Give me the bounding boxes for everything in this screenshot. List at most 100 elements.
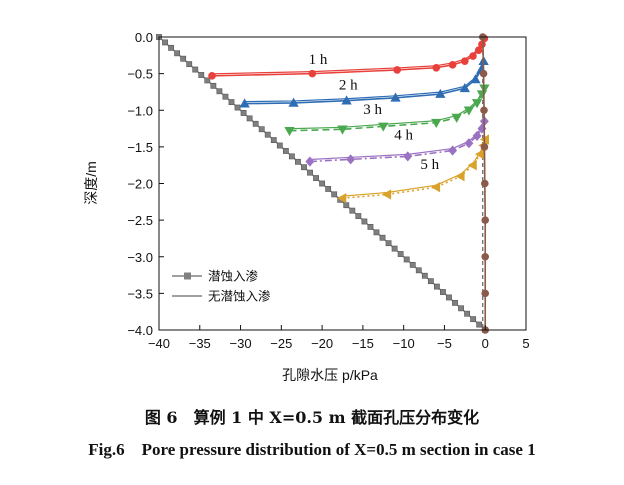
data-point: [431, 118, 442, 129]
y-tick-label: 0.0: [135, 30, 153, 45]
data-point: [208, 72, 216, 80]
data-point: [282, 148, 289, 154]
data-point: [452, 299, 458, 306]
time-label: 1 h: [309, 52, 328, 68]
data-point: [475, 149, 485, 160]
data-point: [463, 106, 475, 116]
data-point: [270, 137, 277, 143]
data-point: [458, 305, 464, 312]
data-point: [204, 77, 211, 84]
data-point: [470, 316, 477, 323]
data-point: [258, 126, 265, 133]
x-tick-label: −20: [311, 336, 333, 351]
data-point: [168, 44, 174, 51]
data-point: [479, 69, 488, 78]
axis-layer: −40 −35 −30 −25 −20 −15 −10 −5 0 5 0.0 −0.5 −1.0 −1.5…: [127, 30, 529, 351]
data-point: [367, 224, 374, 230]
data-point: [421, 272, 428, 279]
series-line-no-erosion: [211, 36, 485, 75]
data-point: [446, 294, 452, 301]
data-point: [313, 175, 319, 181]
data-point: [373, 229, 380, 236]
x-tick-label: −25: [270, 336, 292, 351]
data-point: [288, 97, 299, 107]
data-point: [295, 158, 301, 165]
data-point: [349, 207, 356, 214]
data-point: [180, 55, 187, 62]
data-point: [433, 283, 440, 290]
data-point: [308, 69, 317, 78]
data-point: [455, 171, 465, 182]
series-line: [342, 139, 486, 199]
data-point: [240, 110, 247, 116]
x-tick-label: −30: [230, 336, 252, 351]
figure-caption-english: Fig.6 Pore pressure distribution of X=0.…: [88, 440, 536, 459]
data-point: [382, 189, 392, 200]
data-point: [162, 39, 168, 46]
data-point: [427, 278, 434, 285]
data-point: [391, 245, 398, 252]
data-point: [481, 252, 490, 261]
data-point: [319, 180, 326, 187]
data-point: [480, 143, 489, 151]
data-point: [325, 186, 332, 192]
data-point: [435, 88, 446, 98]
data-point: [234, 104, 241, 111]
series-4-h: [305, 116, 489, 167]
data-point: [331, 191, 338, 198]
data-point: [409, 261, 416, 268]
y-tick-label: −1.0: [127, 103, 153, 118]
data-point: [390, 92, 401, 102]
y-tick-label: −1.5: [127, 140, 153, 155]
data-point: [307, 169, 313, 176]
data-point: [481, 216, 490, 224]
series-5-h: [337, 134, 490, 204]
data-point: [440, 289, 446, 295]
data-point: [216, 88, 223, 95]
data-point: [246, 115, 253, 122]
x-tick-label: −5: [437, 336, 452, 351]
x-tick-label: 0: [482, 336, 489, 351]
data-point: [464, 310, 470, 317]
data-point: [276, 142, 283, 149]
data-point: [378, 122, 389, 132]
data-point: [239, 98, 250, 108]
x-tick-label: −35: [189, 336, 211, 351]
y-tick-label: −2.5: [127, 213, 153, 228]
data-point: [459, 82, 470, 93]
data-point: [481, 179, 489, 188]
data-point: [284, 126, 295, 137]
data-point: [471, 99, 483, 109]
y-tick-label: −4.0: [127, 323, 153, 338]
x-tick-label: −10: [393, 336, 415, 351]
data-point: [476, 321, 483, 328]
data-point: [403, 151, 413, 162]
y-tick-label: −0.5: [127, 67, 153, 82]
data-point: [432, 63, 441, 72]
legend-entry: 无潜蚀入渗: [208, 289, 271, 304]
y-tick-label: −2.0: [127, 177, 153, 192]
data-point: [192, 66, 199, 73]
time-label: 3 h: [363, 102, 382, 118]
series-initial-suction: [156, 34, 489, 333]
time-label: 5 h: [420, 157, 439, 173]
legend-entry: 潜蚀入渗: [208, 269, 259, 284]
data-point: [379, 234, 386, 241]
series-layer: [156, 33, 490, 334]
data-point: [222, 93, 229, 100]
data-point: [470, 74, 481, 84]
data-point: [469, 52, 477, 60]
y-axis-label: 深度/m: [83, 161, 99, 205]
data-point: [198, 72, 205, 78]
time-label: 4 h: [394, 128, 413, 144]
data-point: [448, 61, 457, 69]
series-0-h: [478, 33, 490, 334]
data-point: [343, 202, 350, 209]
data-point: [385, 240, 392, 247]
data-point: [289, 153, 295, 160]
data-point: [174, 50, 181, 57]
data-point: [464, 138, 474, 149]
time-label: 2 h: [339, 78, 358, 94]
annotation-layer: 1 h 2 h 3 h 4 h 5 h: [309, 52, 440, 173]
data-point: [480, 106, 488, 115]
